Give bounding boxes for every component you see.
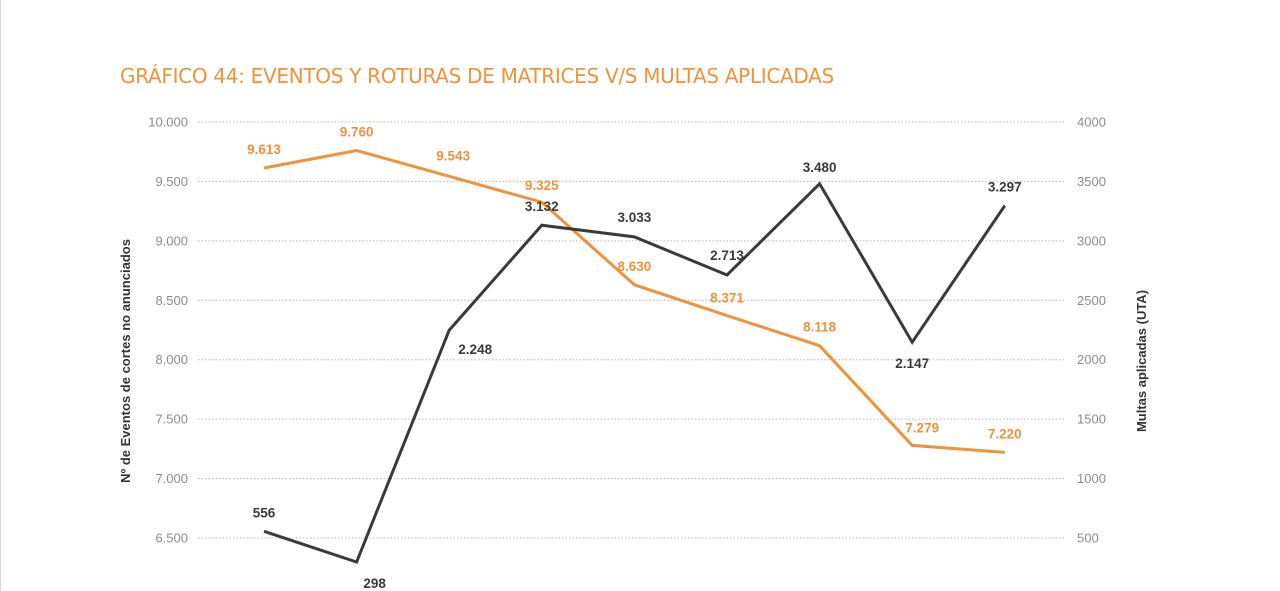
- data-label: 3.297: [988, 180, 1022, 195]
- data-label: 2.147: [895, 356, 929, 371]
- y-left-tick-label: 8.500: [155, 293, 188, 308]
- y-right-tick-label: 1000: [1077, 471, 1106, 486]
- data-label: 298: [363, 576, 386, 591]
- y-right-tick-label: 4000: [1077, 115, 1106, 130]
- chart-title: GRÁFICO 44: EVENTOS Y ROTURAS DE MATRICE…: [120, 64, 834, 88]
- y-right-tick-label: 2500: [1077, 293, 1106, 308]
- data-label: 556: [253, 505, 276, 520]
- y-left-tick-label: 8.000: [155, 352, 188, 367]
- data-label: 9.613: [247, 142, 281, 157]
- y-right-axis-title: Multas aplicadas (UTA): [1134, 290, 1149, 432]
- data-label: 7.220: [988, 426, 1022, 441]
- data-label: 9.325: [525, 178, 559, 193]
- series-line-1: [263, 148, 1005, 454]
- data-label: 9.543: [436, 148, 470, 163]
- series-line-2: [263, 181, 1007, 564]
- data-label: 3.132: [525, 199, 559, 214]
- y-left-tick-label: 7.000: [155, 471, 188, 486]
- y-right-tick-label: 3000: [1077, 233, 1106, 248]
- y-left-tick-label: 10.000: [148, 115, 188, 130]
- data-label: 3.480: [803, 160, 837, 175]
- y-left-tick-label: 7.500: [155, 412, 188, 427]
- y-right-tick-label: 3500: [1077, 174, 1106, 189]
- data-label: 7.279: [905, 420, 939, 435]
- y-left-tick-label: 9.000: [155, 233, 188, 248]
- y-right-tick-label: 2000: [1077, 352, 1106, 367]
- data-label: 2.248: [458, 342, 492, 357]
- frame-edge: [0, 0, 1, 591]
- y-left-tick-label: 9.500: [155, 174, 188, 189]
- y-left-tick-label: 6.500: [155, 531, 188, 546]
- y-left-axis-title: Nº de Eventos de cortes no anunciados: [118, 239, 133, 483]
- data-label: 8.630: [618, 259, 652, 274]
- data-label: 8.118: [803, 320, 837, 335]
- data-label: 9.760: [340, 125, 374, 140]
- y-right-tick-label: 1500: [1077, 412, 1106, 427]
- data-label: 8.371: [710, 291, 744, 306]
- y-right-tick-label: 500: [1077, 531, 1099, 546]
- data-label: 2.713: [710, 248, 744, 263]
- data-label: 3.033: [618, 210, 652, 225]
